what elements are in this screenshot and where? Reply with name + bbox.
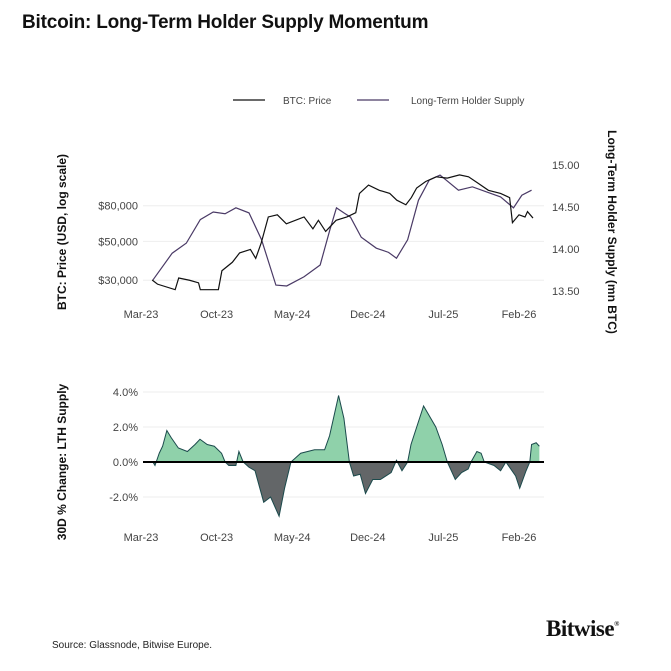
negative-change-area (152, 462, 540, 517)
x-tick-label: Oct-23 (200, 532, 233, 544)
source-note: Source: Glassnode, Bitwise Europe. (52, 640, 213, 651)
chart-title: Bitcoin: Long-Term Holder Supply Momentu… (22, 12, 429, 33)
registered-mark: ® (614, 620, 619, 628)
x-tick-label: May-24 (274, 309, 311, 321)
x-tick-label: Dec-24 (350, 532, 385, 544)
btc-price-line (151, 174, 534, 291)
positive-change-area (152, 395, 540, 462)
legend-label-lth-supply: Long-Term Holder Supply (411, 96, 524, 107)
bottom-chart: 4.0% 2.0% 0.0% -2.0% Mar-23 Oct-23 May-24 Dec-2… (55, 383, 544, 544)
y-axis-title: 30D % Change: LTH Supply (55, 383, 69, 540)
legend-label-btc-price: BTC: Price (283, 96, 332, 107)
left-tick-label: $80,000 (98, 201, 138, 213)
x-tick-label: Mar-23 (124, 309, 159, 321)
right-tick-label: 15.00 (552, 160, 580, 172)
y-tick-label: -2.0% (109, 492, 138, 504)
y-tick-label: 4.0% (113, 387, 138, 399)
right-tick-label: 14.00 (552, 244, 580, 256)
y-tick-label: 2.0% (113, 422, 138, 434)
lth-supply-line (152, 174, 532, 287)
x-tick-label: Feb-26 (502, 309, 537, 321)
left-axis-title: BTC: Price (USD, log scale) (55, 154, 69, 310)
x-tick-label: May-24 (274, 532, 311, 544)
x-tick-label: Mar-23 (124, 532, 159, 544)
x-tick-label: Oct-23 (200, 309, 233, 321)
bitwise-logo: Bitwise® (546, 616, 619, 642)
left-tick-label: $30,000 (98, 275, 138, 287)
y-tick-label: 0.0% (113, 457, 138, 469)
right-tick-label: 14.50 (552, 202, 580, 214)
top-chart: $80,000 $50,000 $30,000 15.00 14.50 14.00 13.5… (55, 96, 619, 334)
right-tick-label: 13.50 (552, 286, 580, 298)
x-tick-label: Feb-26 (502, 532, 537, 544)
left-tick-label: $50,000 (98, 236, 138, 248)
x-tick-label: Jul-25 (428, 309, 458, 321)
logo-text: Bitwise (546, 616, 615, 641)
x-tick-label: Jul-25 (428, 532, 458, 544)
x-tick-label: Dec-24 (350, 309, 385, 321)
right-axis-title: Long-Term Holder Supply (mn BTC) (605, 130, 619, 334)
